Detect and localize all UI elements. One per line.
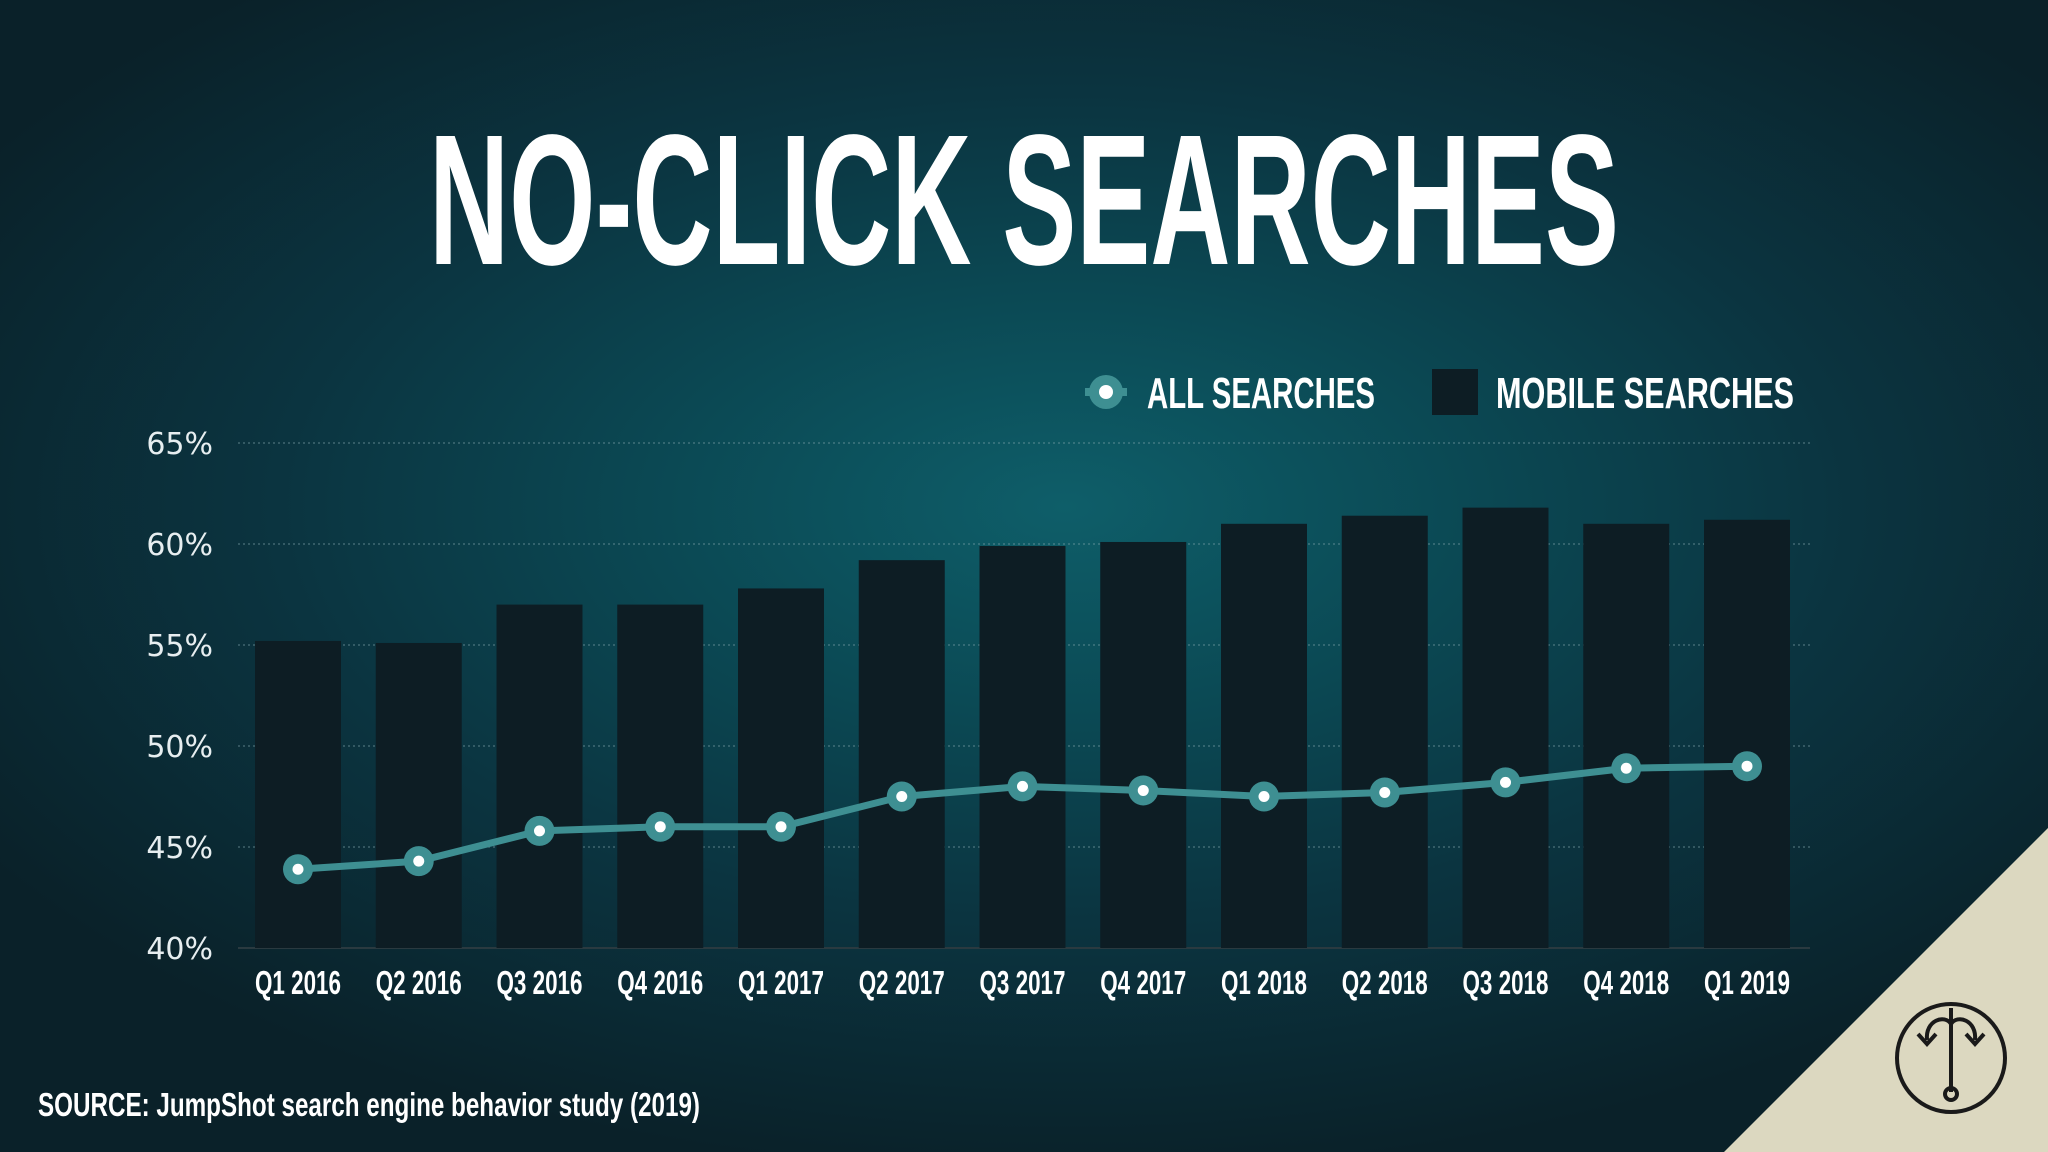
line-marker xyxy=(1369,777,1400,808)
bar xyxy=(255,640,341,948)
y-tick-label: 65% xyxy=(146,427,213,462)
y-tick-label: 55% xyxy=(146,629,213,664)
all-searches-line xyxy=(283,751,1762,885)
bar xyxy=(1704,519,1790,948)
y-tick-label: 60% xyxy=(146,528,213,563)
legend-label-mobile-searches: MOBILE SEARCHES xyxy=(1496,369,1794,418)
bar xyxy=(858,560,945,948)
line-marker xyxy=(645,811,676,842)
y-tick-label: 45% xyxy=(146,831,213,866)
y-tick-label: 40% xyxy=(146,932,213,967)
x-tick-label: Q1 2019 xyxy=(1704,964,1790,1001)
x-tick-label: Q4 2017 xyxy=(1100,964,1186,1001)
line-marker xyxy=(1490,767,1521,798)
bar xyxy=(496,604,583,948)
corner-triangle xyxy=(1724,828,2048,1152)
x-axis-tick-labels: Q1 2016 Q2 2016 Q3 2016 Q4 2016 Q1 2017 Q2 20… xyxy=(255,964,1790,1001)
line-marker xyxy=(766,811,796,842)
x-tick-label: Q4 2016 xyxy=(617,964,703,1001)
line-marker xyxy=(1007,771,1038,802)
bar xyxy=(1341,515,1428,948)
x-tick-label: Q3 2016 xyxy=(497,964,583,1001)
y-axis-tick-labels: 65% 60% 55% 50% 45% 40% xyxy=(146,427,213,967)
x-tick-label: Q2 2017 xyxy=(859,964,945,1001)
source-note: SOURCE: JumpShot search engine behavior … xyxy=(38,1086,700,1123)
line-marker xyxy=(886,781,917,812)
line-marker xyxy=(524,815,555,846)
line-marker xyxy=(1611,753,1642,784)
line-marker xyxy=(1732,751,1762,782)
legend-swatch-mobile-searches xyxy=(1432,369,1478,415)
legend-label-all-searches: ALL SEARCHES xyxy=(1147,369,1375,418)
x-tick-label: Q2 2018 xyxy=(1342,964,1428,1001)
bar xyxy=(1583,523,1670,948)
line-marker xyxy=(283,854,313,885)
line-marker xyxy=(403,846,434,877)
x-tick-label: Q4 2018 xyxy=(1583,964,1669,1001)
bar xyxy=(738,588,824,948)
page-title: NO-CLICK SEARCHES xyxy=(429,97,1619,304)
bar xyxy=(979,546,1066,948)
line-marker xyxy=(1128,775,1159,806)
line-marker xyxy=(1249,781,1279,812)
x-tick-label: Q1 2016 xyxy=(255,964,341,1001)
bar xyxy=(617,604,704,948)
mobile-searches-bars xyxy=(255,507,1790,948)
x-tick-label: Q2 2016 xyxy=(376,964,462,1001)
bar xyxy=(1221,523,1307,948)
x-tick-label: Q3 2017 xyxy=(980,964,1066,1001)
x-tick-label: Q1 2018 xyxy=(1221,964,1307,1001)
x-tick-label: Q1 2017 xyxy=(738,964,824,1001)
y-tick-label: 50% xyxy=(146,730,213,765)
anchor-f-logo-icon xyxy=(1895,1002,2007,1114)
legend: ALL SEARCHES MOBILE SEARCHES xyxy=(1085,369,1794,418)
bar xyxy=(375,642,462,948)
bar xyxy=(1462,507,1549,948)
x-tick-label: Q3 2018 xyxy=(1463,964,1549,1001)
bar xyxy=(1100,541,1187,948)
legend-marker-all-searches xyxy=(1085,375,1127,409)
